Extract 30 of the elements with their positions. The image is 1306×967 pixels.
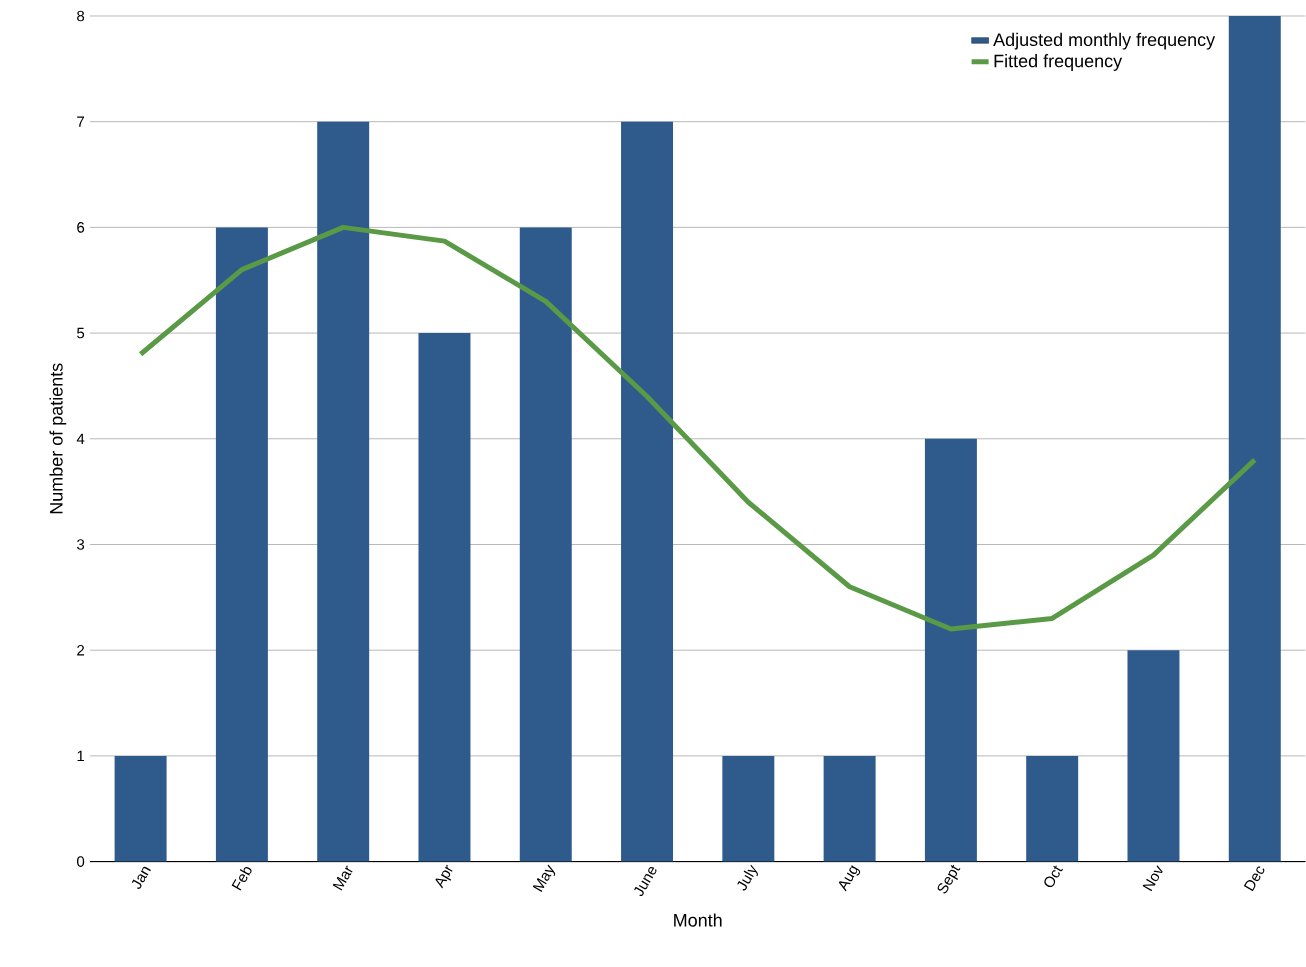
y-axis-title: Number of patients [49, 363, 67, 514]
bar [1228, 16, 1281, 862]
bar [1026, 756, 1079, 862]
y-tick-label: 6 [77, 222, 85, 233]
y-tick-label: 7 [77, 116, 85, 128]
bar [621, 121, 674, 862]
y-tick-label: 2 [77, 645, 85, 656]
y-tick-label: 5 [77, 328, 85, 339]
y-tick-label: 1 [77, 750, 85, 762]
y-tick-label: 8 [77, 10, 85, 22]
x-tick-label: Dec [1243, 866, 1265, 892]
bar [924, 439, 977, 862]
bar [1127, 650, 1180, 862]
x-axis-title: Month [674, 913, 722, 927]
x-tick-label: Oct [1044, 865, 1063, 888]
y-tick-label: 0 [77, 856, 85, 868]
y-tick-label: 4 [76, 433, 85, 445]
legend-label: Fitted frequency [994, 54, 1123, 72]
x-tick-label: Jan [131, 867, 151, 890]
bar [823, 756, 876, 862]
bar [114, 756, 167, 862]
legend-label: Adjusted monthly frequency [993, 33, 1216, 50]
y-tick-label: 3 [77, 539, 85, 551]
bar [215, 227, 268, 862]
bar [722, 756, 775, 862]
bar [317, 121, 370, 862]
bar [519, 227, 572, 862]
x-tick-label: Feb [231, 867, 252, 891]
bar [418, 333, 471, 862]
x-tick-label: Apr [435, 864, 453, 889]
